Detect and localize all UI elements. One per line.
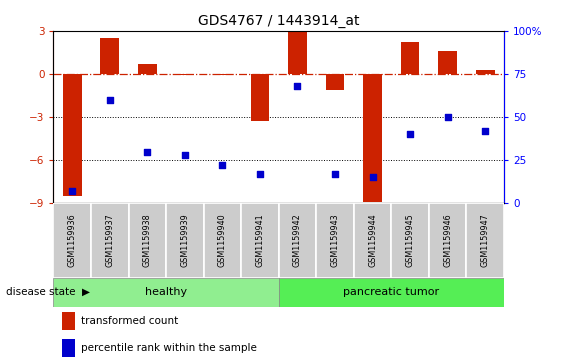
Text: GSM1159945: GSM1159945 bbox=[405, 213, 414, 268]
Bar bbox=[213, 74, 232, 76]
Bar bbox=[100, 38, 119, 74]
Point bbox=[105, 97, 114, 103]
Bar bbox=[401, 42, 419, 74]
Text: GSM1159943: GSM1159943 bbox=[330, 214, 339, 267]
Bar bbox=[63, 74, 82, 196]
Point bbox=[405, 131, 414, 137]
Bar bbox=[476, 70, 494, 74]
Bar bbox=[62, 312, 75, 330]
Bar bbox=[128, 203, 166, 278]
Text: percentile rank within the sample: percentile rank within the sample bbox=[81, 343, 256, 353]
Text: GSM1159937: GSM1159937 bbox=[105, 213, 114, 268]
Text: GSM1159938: GSM1159938 bbox=[143, 214, 152, 267]
Text: transformed count: transformed count bbox=[81, 317, 178, 326]
Bar bbox=[53, 278, 279, 307]
Bar bbox=[166, 203, 204, 278]
Text: GSM1159936: GSM1159936 bbox=[68, 214, 77, 267]
Bar bbox=[53, 203, 91, 278]
Bar bbox=[62, 339, 75, 357]
Bar bbox=[363, 74, 382, 202]
Point bbox=[368, 175, 377, 180]
Bar bbox=[279, 203, 316, 278]
Text: pancreatic tumor: pancreatic tumor bbox=[343, 287, 439, 297]
Point bbox=[443, 114, 452, 120]
Point bbox=[180, 152, 189, 158]
Bar bbox=[316, 203, 354, 278]
Point bbox=[218, 162, 227, 168]
Text: GSM1159941: GSM1159941 bbox=[256, 214, 265, 267]
Bar bbox=[176, 74, 194, 75]
Title: GDS4767 / 1443914_at: GDS4767 / 1443914_at bbox=[198, 15, 359, 28]
Bar bbox=[138, 64, 157, 74]
Text: GSM1159944: GSM1159944 bbox=[368, 214, 377, 267]
Bar bbox=[91, 203, 128, 278]
Text: GSM1159940: GSM1159940 bbox=[218, 214, 227, 267]
Point bbox=[293, 83, 302, 89]
Bar bbox=[251, 74, 269, 121]
Text: GSM1159942: GSM1159942 bbox=[293, 213, 302, 268]
Bar bbox=[429, 203, 466, 278]
Bar bbox=[325, 74, 345, 90]
Text: GSM1159947: GSM1159947 bbox=[481, 213, 490, 268]
Bar bbox=[354, 203, 391, 278]
Bar bbox=[466, 203, 504, 278]
Point bbox=[481, 128, 490, 134]
Bar bbox=[391, 203, 429, 278]
Bar bbox=[288, 31, 307, 74]
Text: GSM1159946: GSM1159946 bbox=[443, 214, 452, 267]
Text: disease state  ▶: disease state ▶ bbox=[6, 287, 90, 297]
Bar bbox=[279, 278, 504, 307]
Point bbox=[143, 148, 152, 154]
Point bbox=[68, 188, 77, 194]
Bar bbox=[204, 203, 241, 278]
Text: GSM1159939: GSM1159939 bbox=[180, 213, 189, 268]
Bar bbox=[241, 203, 279, 278]
Bar bbox=[438, 51, 457, 74]
Point bbox=[330, 171, 339, 177]
Text: healthy: healthy bbox=[145, 287, 187, 297]
Point bbox=[256, 171, 265, 177]
